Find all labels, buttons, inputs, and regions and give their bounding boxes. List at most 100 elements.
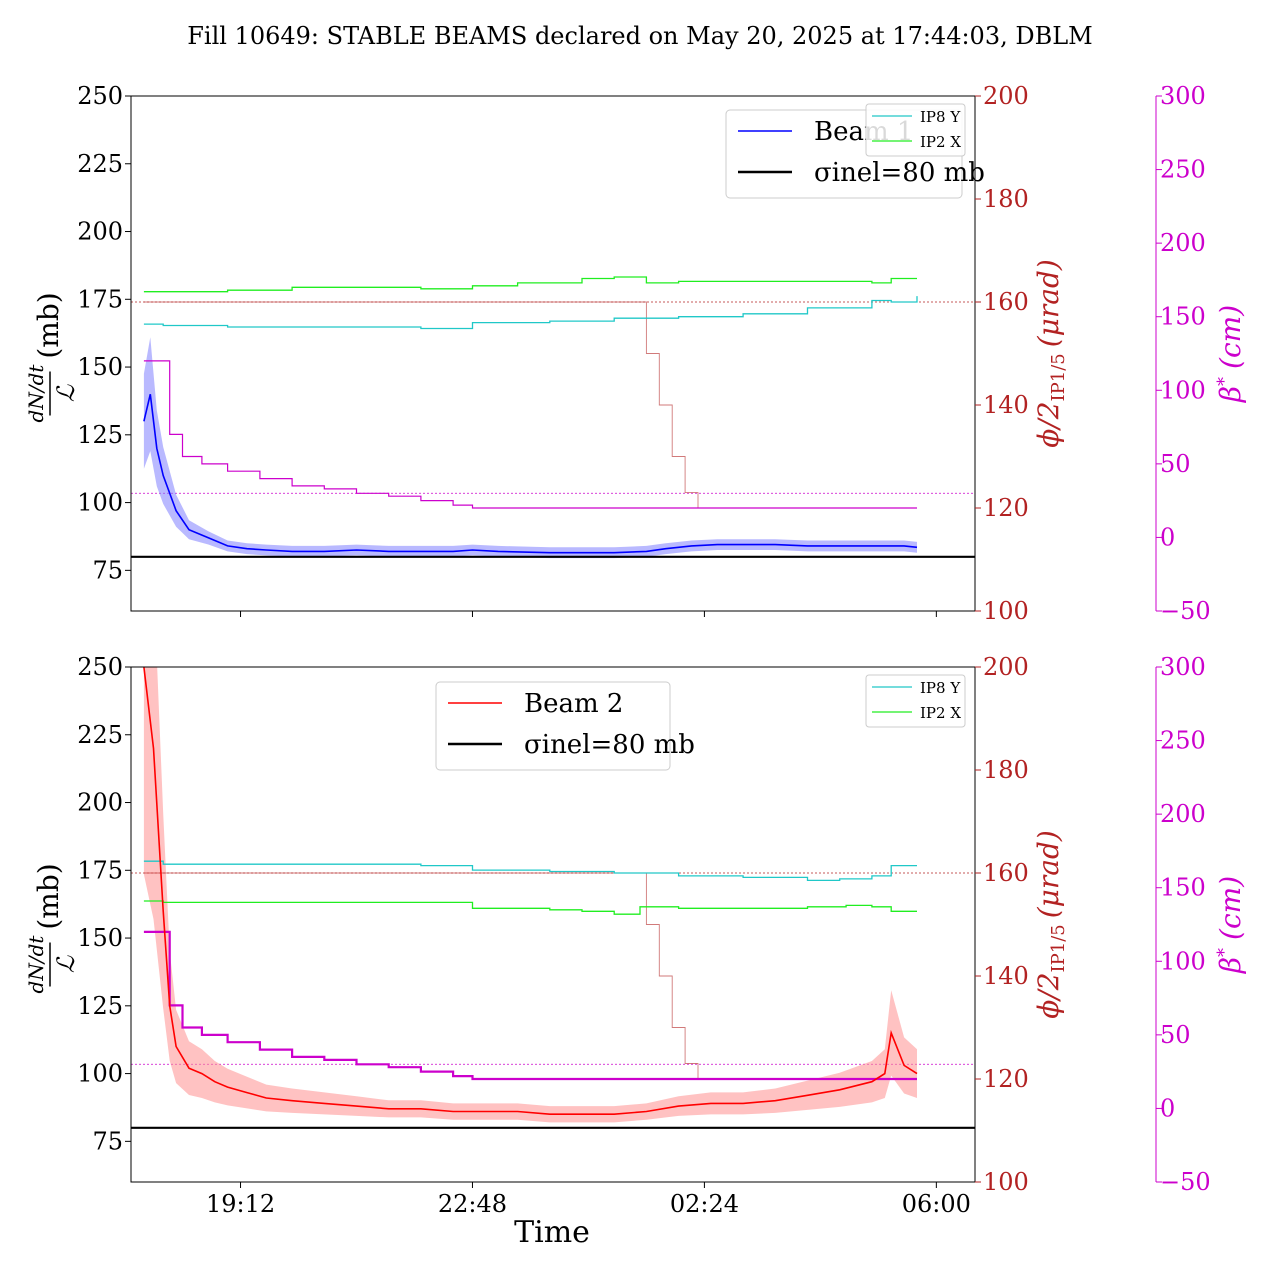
left-axis-tick-label: 250 <box>77 653 123 681</box>
main-legend-box <box>435 681 671 771</box>
crossing-axis-tick-label: 160 <box>983 288 1029 316</box>
beta-axis-tick-label: 250 <box>1160 156 1206 184</box>
x-axis-tick-label: 19:12 <box>206 1190 275 1218</box>
left-axis-label-denominator: ℒ <box>52 955 80 973</box>
crossing-angle-line <box>143 301 917 509</box>
crossing-axis-tick-label: 160 <box>983 859 1029 887</box>
ip-legend-box <box>865 103 966 157</box>
legend-ip8-label: IP8 Y <box>920 108 961 126</box>
ip-legend: IP8 Y IP2 X <box>865 103 966 157</box>
plot-frame <box>130 666 976 1183</box>
beta-star-line <box>143 360 917 509</box>
left-axis-tick-label: 175 <box>77 285 123 313</box>
beta-axis-tick-label: 200 <box>1160 229 1206 257</box>
ip-legend: IP8 Y IP2 X <box>865 674 966 728</box>
beta-axis-tick-label: 150 <box>1160 874 1206 902</box>
beta-axis-label: β* (cm) <box>1214 876 1247 974</box>
crossing-axis-tick-label: 100 <box>983 597 1029 625</box>
left-axis-tick-label: 125 <box>77 992 123 1020</box>
ip8-y-line <box>143 296 918 330</box>
beta-axis-tick-label: −50 <box>1160 1168 1211 1196</box>
crossing-axis-tick-label: 180 <box>983 185 1029 213</box>
legend-ip8-label: IP8 Y <box>920 679 961 697</box>
beam-spread-band <box>143 337 917 559</box>
figure-title: Fill 10649: STABLE BEAMS declared on May… <box>187 22 1092 50</box>
crossing-axis-label-subscript: IP1/5 <box>1048 353 1069 401</box>
beta-axis-tick-label: 100 <box>1160 376 1206 404</box>
beta-axis-label-unit: (cm) <box>1214 305 1247 369</box>
beta-axis-tick-label: 300 <box>1160 653 1206 681</box>
main-legend: Beam 2 σinel=80 mb <box>435 681 695 771</box>
crossing-axis-label-symbol: ϕ/2 <box>1032 401 1065 447</box>
left-axis-tick-label: 175 <box>77 856 123 884</box>
legend-beam-label: Beam 2 <box>524 689 623 719</box>
beta-axis-tick-label: 300 <box>1160 82 1206 110</box>
beam-line <box>143 394 918 554</box>
left-axis-tick-label: 75 <box>92 1127 123 1155</box>
left-axis-label-denominator: ℒ <box>52 384 80 402</box>
beam-line <box>143 667 918 1115</box>
left-axis-tick-label: 225 <box>77 721 123 749</box>
beta-axis-label-unit: (cm) <box>1214 876 1247 940</box>
ip2-x-line <box>143 900 917 915</box>
left-axis-label: dN/dt ℒ (mb) <box>24 863 80 993</box>
x-axis-label: Time <box>514 1215 590 1250</box>
plot-frame <box>130 95 976 612</box>
left-axis-label: dN/dt ℒ (mb) <box>24 292 80 422</box>
crossing-axis-tick-label: 180 <box>983 756 1029 784</box>
panel-bottom: 75 100 125 150 175 200 225 250 100 120 140 160 180 20… <box>24 653 1247 1218</box>
crossing-axis-tick-label: 120 <box>983 494 1029 522</box>
beta-axis-tick-label: 150 <box>1160 303 1206 331</box>
crossing-axis-label-unit: (μrad) <box>1032 830 1065 918</box>
beta-axis-tick-label: 250 <box>1160 727 1206 755</box>
left-axis-tick-label: 100 <box>77 1060 123 1088</box>
legend-ip2-label: IP2 X <box>920 704 961 722</box>
crossing-axis-tick-label: 200 <box>983 653 1029 681</box>
crossing-axis-tick-label: 120 <box>983 1065 1029 1093</box>
legend-ip2-label: IP2 X <box>920 133 961 151</box>
x-axis-tick-label: 22:48 <box>438 1190 507 1218</box>
beta-axis-tick-label: 0 <box>1160 523 1175 551</box>
beta-axis-label-symbol: β <box>1214 386 1247 403</box>
left-axis-tick-label: 200 <box>77 218 123 246</box>
beta-axis-label-sup: * <box>1214 377 1235 386</box>
beta-axis-label-symbol: β <box>1214 957 1247 974</box>
left-axis-tick-label: 150 <box>77 353 123 381</box>
beta-axis-tick-label: 50 <box>1160 450 1191 478</box>
crossing-axis-tick-label: 140 <box>983 391 1029 419</box>
crossing-axis-tick-label: 140 <box>983 962 1029 990</box>
beta-axis-tick-label: 50 <box>1160 1021 1191 1049</box>
left-axis-label-numerator: dN/dt <box>24 364 48 423</box>
panel-top: 75 100 125 150 175 200 225 250 100 120 140 160 180 20… <box>24 82 1247 625</box>
left-axis-tick-label: 75 <box>92 556 123 584</box>
ip8-y-line <box>143 860 917 882</box>
crossing-axis-label-symbol: ϕ/2 <box>1032 972 1065 1018</box>
x-axis-tick-label: 06:00 <box>902 1190 971 1218</box>
crossing-axis-tick-label: 200 <box>983 82 1029 110</box>
plot-area <box>131 667 975 1129</box>
left-axis-label-unit: (mb) <box>32 863 65 929</box>
ip2-x-line <box>143 276 917 293</box>
plot-area <box>131 276 975 559</box>
left-axis-tick-label: 225 <box>77 150 123 178</box>
legend-sigma-label: σinel=80 mb <box>524 730 695 760</box>
beam-spread-band <box>143 667 917 1123</box>
beta-star-line <box>143 930 917 1081</box>
left-axis-tick-label: 150 <box>77 924 123 952</box>
beta-axis-tick-label: 100 <box>1160 947 1206 975</box>
crossing-axis-label: ϕ/2IP1/5 (μrad) <box>1032 259 1069 448</box>
x-axis-tick-label: 02:24 <box>670 1190 739 1218</box>
beta-axis-tick-label: 200 <box>1160 800 1206 828</box>
left-axis-label-unit: (mb) <box>32 292 65 358</box>
left-axis-tick-label: 100 <box>77 489 123 517</box>
beta-axis-tick-label: 0 <box>1160 1094 1175 1122</box>
crossing-axis-label-subscript: IP1/5 <box>1048 924 1069 972</box>
crossing-axis-tick-label: 100 <box>983 1168 1029 1196</box>
left-axis-tick-label: 250 <box>77 82 123 110</box>
legend-sigma-label: σinel=80 mb <box>814 158 985 188</box>
beta-axis-label: β* (cm) <box>1214 305 1247 403</box>
crossing-axis-label-unit: (μrad) <box>1032 259 1065 347</box>
beta-axis-label-sup: * <box>1214 948 1235 957</box>
left-axis-label-numerator: dN/dt <box>24 935 48 994</box>
